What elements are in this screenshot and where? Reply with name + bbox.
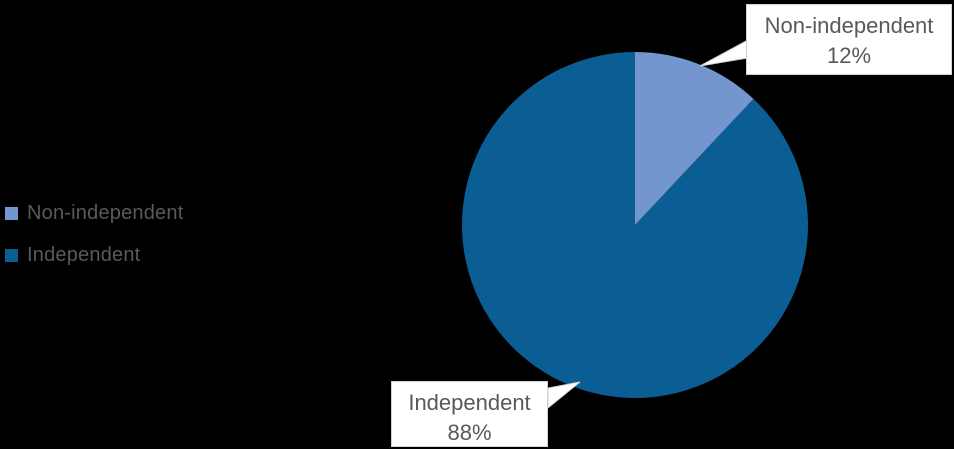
legend-item-independent[interactable]: Independent [5,234,245,276]
data-label-non-independent-value: 12% [826,43,872,68]
data-label-non-independent[interactable]: Non-independent 12% [746,4,952,75]
data-label-independent-value: 88% [447,420,492,445]
legend-swatch-non-independent [5,206,18,220]
data-label-non-independent-title: Non-independent [764,13,934,38]
chart-legend: Non-independent Independent [5,192,245,276]
pie-graphic [462,52,808,398]
legend-swatch-independent [5,248,18,262]
legend-item-non-independent[interactable]: Non-independent [5,192,245,234]
data-label-independent[interactable]: Independent 88% [391,381,548,447]
pie-slice-non-independent[interactable] [635,52,754,225]
legend-label-non-independent: Non-independent [27,202,184,224]
pie-slice-independent[interactable] [462,52,808,398]
data-label-independent-title: Independent [408,390,531,415]
legend-label-independent: Independent [27,244,141,266]
pie-svg [462,52,808,398]
